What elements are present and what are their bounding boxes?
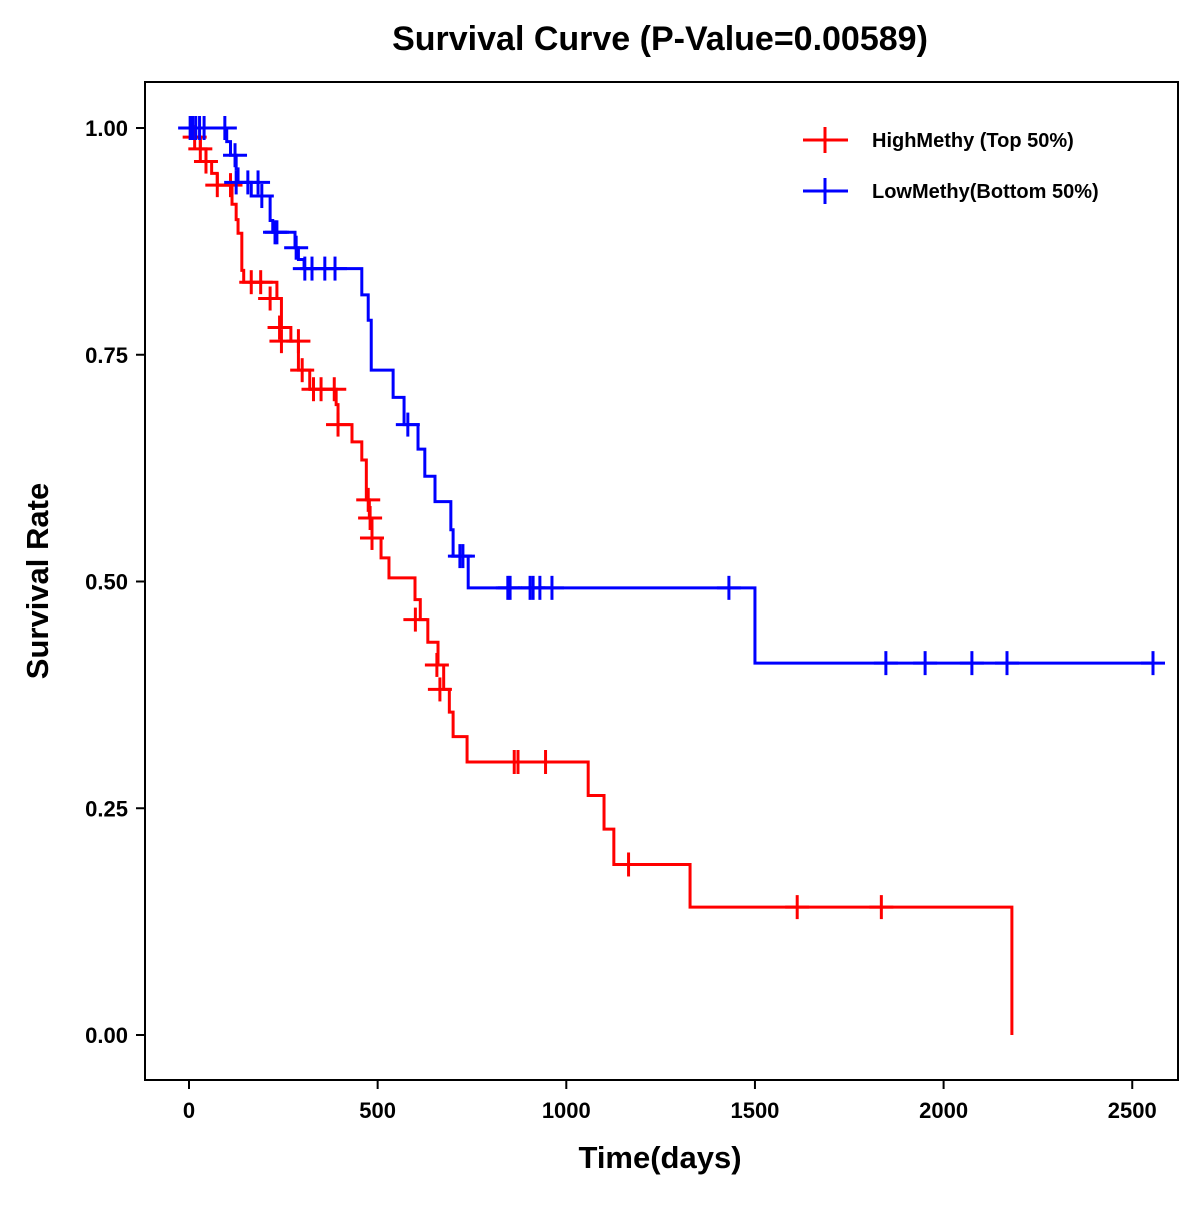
y-tick-label: 1.00 xyxy=(85,116,128,141)
censor-mark xyxy=(218,173,243,198)
y-tick-label: 0.00 xyxy=(85,1023,128,1048)
censor-mark xyxy=(246,170,271,195)
censor-mark xyxy=(248,270,273,295)
censor-mark xyxy=(267,315,292,340)
censor-mark xyxy=(249,184,274,209)
legend-item: HighMethy (Top 50%) xyxy=(803,127,1074,153)
censor-mark xyxy=(424,652,449,677)
censor-mark xyxy=(506,749,531,774)
survival-curve-low xyxy=(189,126,1153,665)
x-tick-label: 1000 xyxy=(542,1098,591,1123)
survival-curve-high xyxy=(189,126,1014,1035)
x-tick-label: 1500 xyxy=(730,1098,779,1123)
y-axis: 0.00 0.25 0.50 0.75 1.00 xyxy=(85,116,145,1048)
censor-mark xyxy=(533,749,558,774)
censor-mark xyxy=(356,487,381,512)
censor-mark xyxy=(212,116,237,140)
censor-mark xyxy=(785,895,810,920)
censor-mark xyxy=(869,895,894,920)
legend-label: HighMethy (Top 50%) xyxy=(872,130,1074,152)
censor-mark xyxy=(290,358,315,383)
censor-mark xyxy=(264,220,289,245)
legend: HighMethy (Top 50%) LowMethy(Bottom 50%) xyxy=(803,127,1099,204)
y-tick-label: 0.25 xyxy=(85,796,128,821)
censor-mark xyxy=(258,286,283,311)
censor-mark xyxy=(403,607,428,632)
censor-mark xyxy=(994,651,1019,676)
x-axis-label: Time(days) xyxy=(578,1140,741,1175)
censor-mark xyxy=(359,525,384,550)
censor-mark xyxy=(539,575,564,600)
y-tick-label: 0.75 xyxy=(85,343,128,368)
x-tick-label: 0 xyxy=(183,1098,195,1123)
plot-frame xyxy=(144,81,1179,1081)
chart-title: Survival Curve (P-Value=0.00589) xyxy=(392,20,928,58)
x-tick-label: 500 xyxy=(359,1098,396,1123)
x-axis: 0 500 1000 1500 2000 2500 xyxy=(183,1080,1157,1123)
censor-mark xyxy=(450,544,475,569)
censor-mark xyxy=(284,235,309,260)
censor-mark xyxy=(913,651,938,676)
censor-mark xyxy=(716,575,741,600)
censor-mark xyxy=(395,412,420,437)
censor-mark xyxy=(193,149,218,174)
censor-mark xyxy=(326,412,351,437)
censor-mark xyxy=(188,136,213,161)
censor-mark xyxy=(959,651,984,676)
legend-label: LowMethy(Bottom 50%) xyxy=(872,181,1099,203)
censor-mark xyxy=(358,506,383,531)
censor-mark xyxy=(322,377,347,402)
legend-item: LowMethy(Bottom 50%) xyxy=(803,178,1099,204)
x-tick-label: 2000 xyxy=(919,1098,968,1123)
censor-mark xyxy=(1141,651,1166,676)
censor-mark xyxy=(223,143,248,168)
y-tick-label: 0.50 xyxy=(85,570,128,595)
curves xyxy=(178,116,1166,1035)
censor-mark xyxy=(323,256,348,281)
censor-mark xyxy=(286,329,311,354)
censor-mark xyxy=(427,677,452,702)
y-axis-label: Survival Rate xyxy=(20,483,55,679)
censor-mark xyxy=(616,852,641,877)
x-tick-label: 2500 xyxy=(1108,1098,1157,1123)
censor-mark xyxy=(873,651,898,676)
censor-mark xyxy=(192,116,217,140)
